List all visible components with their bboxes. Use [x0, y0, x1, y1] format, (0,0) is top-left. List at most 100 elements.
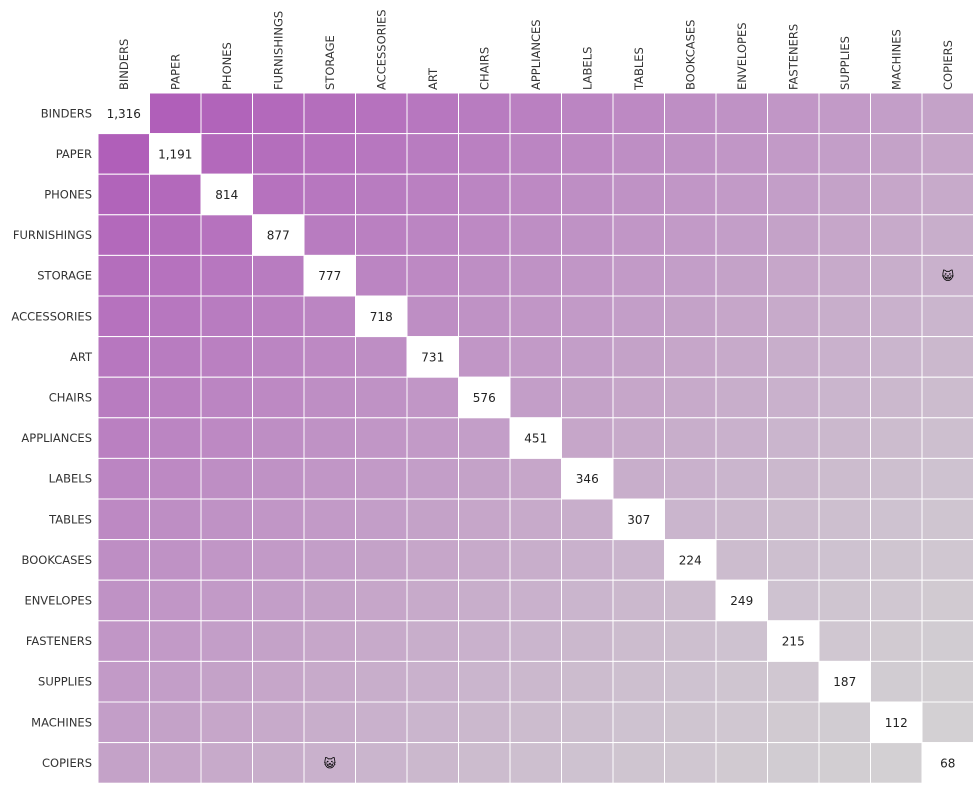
heatmap-cell-copiers-fasteners [767, 742, 820, 784]
heatmap-cell-bookcases-copiers [921, 539, 974, 581]
heatmap-cell-binders-supplies [818, 92, 871, 135]
heatmap-cell-paper-furnishings [252, 133, 305, 175]
heatmap-cell-phones-chairs [458, 173, 511, 216]
heatmap-cell-tables-art [406, 498, 459, 541]
heatmap-cell-phones-binders [97, 173, 150, 216]
row-label-tables: TABLES [48, 512, 92, 526]
heatmap-cell-bookcases-supplies [818, 539, 871, 581]
heatmap-cell-supplies-machines [870, 660, 923, 703]
heatmap-cell-bookcases-accessories [355, 539, 408, 581]
row-label-supplies: SUPPLIES [38, 675, 92, 689]
heatmap-cell-furnishings-fasteners [767, 214, 820, 256]
heatmap-cell-envelopes-machines [870, 579, 923, 622]
heatmap-cell-copiers-accessories [355, 742, 408, 784]
heatmap-cell-appliances-paper [149, 417, 202, 459]
heatmap-cell-appliances-chairs [458, 417, 511, 459]
heatmap-cell-envelopes-envelopes [715, 579, 768, 622]
heatmap-cell-machines-copiers [921, 701, 974, 744]
diagonal-value-tables: 307 [627, 513, 650, 527]
heatmap-cell-binders-machines [870, 92, 923, 135]
diagonal-value-furnishings: 877 [267, 229, 290, 243]
heatmap-cell-furnishings-machines [870, 214, 923, 256]
heatmap-cell-fasteners-phones [200, 620, 253, 662]
heatmap-cell-art-labels [561, 336, 614, 378]
diagonal-value-chairs: 576 [473, 391, 496, 405]
heatmap-cell-chairs-paper [149, 376, 202, 419]
heatmap-cell-chairs-envelopes [715, 376, 768, 419]
diagonal-value-accessories: 718 [370, 310, 393, 324]
heatmap-cell-tables-labels [561, 498, 614, 541]
heatmap-cell-storage-phones [200, 254, 253, 297]
heatmap-cell-supplies-tables [612, 660, 665, 703]
heatmap-cell-furnishings-accessories [355, 214, 408, 256]
heatmap-cell-copiers-envelopes [715, 742, 768, 784]
heatmap-cell-art-machines [870, 336, 923, 378]
heatmap-cell-storage-machines [870, 254, 923, 297]
heatmap-cell-accessories-envelopes [715, 295, 768, 338]
heatmap-cell-labels-art [406, 457, 459, 500]
heatmap-cell-paper-copiers [921, 133, 974, 175]
heatmap-cell-tables-furnishings [252, 498, 305, 541]
heatmap-cell-bookcases-paper [149, 539, 202, 581]
heatmap-cell-chairs-binders [97, 376, 150, 419]
heatmap-cell-machines-art [406, 701, 459, 744]
diagonal-value-binders: 1,316 [107, 107, 141, 121]
heatmap-cell-bookcases-furnishings [252, 539, 305, 581]
heatmap-cell-furnishings-labels [561, 214, 614, 256]
diagonal-value-fasteners: 215 [782, 635, 805, 649]
heatmap-cell-fasteners-bookcases [664, 620, 717, 662]
heatmap-cell-binders-binders [97, 92, 150, 135]
heatmap-cell-tables-storage [303, 498, 356, 541]
heatmap-cell-chairs-labels [561, 376, 614, 419]
heatmap-cell-tables-binders [97, 498, 150, 541]
column-label-envelopes: ENVELOPES [735, 22, 749, 90]
diagonal-value-labels: 346 [576, 472, 599, 486]
heatmap-cell-fasteners-storage [303, 620, 356, 662]
heatmap-cell-appliances-phones [200, 417, 253, 459]
heatmap-cell-copiers-phones [200, 742, 253, 784]
heatmap-cell-envelopes-fasteners [767, 579, 820, 622]
heatmap-cell-accessories-chairs [458, 295, 511, 338]
heatmap-cell-envelopes-binders [97, 579, 150, 622]
heatmap-cell-supplies-art [406, 660, 459, 703]
heatmap-cell-appliances-labels [561, 417, 614, 459]
heatmap-cell-storage-envelopes [715, 254, 768, 297]
row-label-accessories: ACCESSORIES [11, 309, 92, 323]
heatmap-cell-supplies-bookcases [664, 660, 717, 703]
heatmap-cell-chairs-fasteners [767, 376, 820, 419]
row-labels: BINDERS PAPER PHONES FURNISHINGS STORAGE ACCE… [11, 106, 93, 770]
heatmap-cell-tables-fasteners [767, 498, 820, 541]
heatmap-cell-storage-chairs [458, 254, 511, 297]
column-label-accessories: ACCESSORIES [374, 9, 388, 90]
heatmap-cell-chairs-supplies [818, 376, 871, 419]
heatmap-cell-art-envelopes [715, 336, 768, 378]
heatmap-cell-bookcases-phones [200, 539, 253, 581]
column-labels: BINDERS PAPER PHONES FURNISHINGS STORAGE ACCE… [117, 9, 955, 91]
heatmap-cell-fasteners-accessories [355, 620, 408, 662]
heatmap-cell-storage-art [406, 254, 459, 297]
heatmap-cell-art-appliances [509, 336, 562, 378]
row-label-art: ART [70, 350, 93, 364]
heatmap-cell-envelopes-accessories [355, 579, 408, 622]
heatmap-cell-supplies-appliances [509, 660, 562, 703]
column-label-paper: PAPER [168, 54, 182, 90]
heatmap-cell-paper-machines [870, 133, 923, 175]
heatmap-cell-phones-machines [870, 173, 923, 216]
heatmap-cell-furnishings-envelopes [715, 214, 768, 256]
heatmap-cell-accessories-storage [303, 295, 356, 338]
heatmap-cell-fasteners-art [406, 620, 459, 662]
heatmap-cell-storage-furnishings [252, 254, 305, 297]
heatmap-cell-labels-fasteners [767, 457, 820, 500]
heatmap-cell-tables-chairs [458, 498, 511, 541]
heatmap-cell-bookcases-storage [303, 539, 356, 581]
heatmap-cell-supplies-chairs [458, 660, 511, 703]
row-label-phones: PHONES [44, 188, 92, 202]
column-label-tables: TABLES [632, 47, 646, 91]
heatmap-cell-fasteners-appliances [509, 620, 562, 662]
heatmap-cell-accessories-furnishings [252, 295, 305, 338]
column-label-appliances: APPLIANCES [529, 19, 543, 90]
heatmap-cell-binders-bookcases [664, 92, 717, 135]
heatmap-cell-fasteners-copiers [921, 620, 974, 662]
heatmap-cell-envelopes-supplies [818, 579, 871, 622]
